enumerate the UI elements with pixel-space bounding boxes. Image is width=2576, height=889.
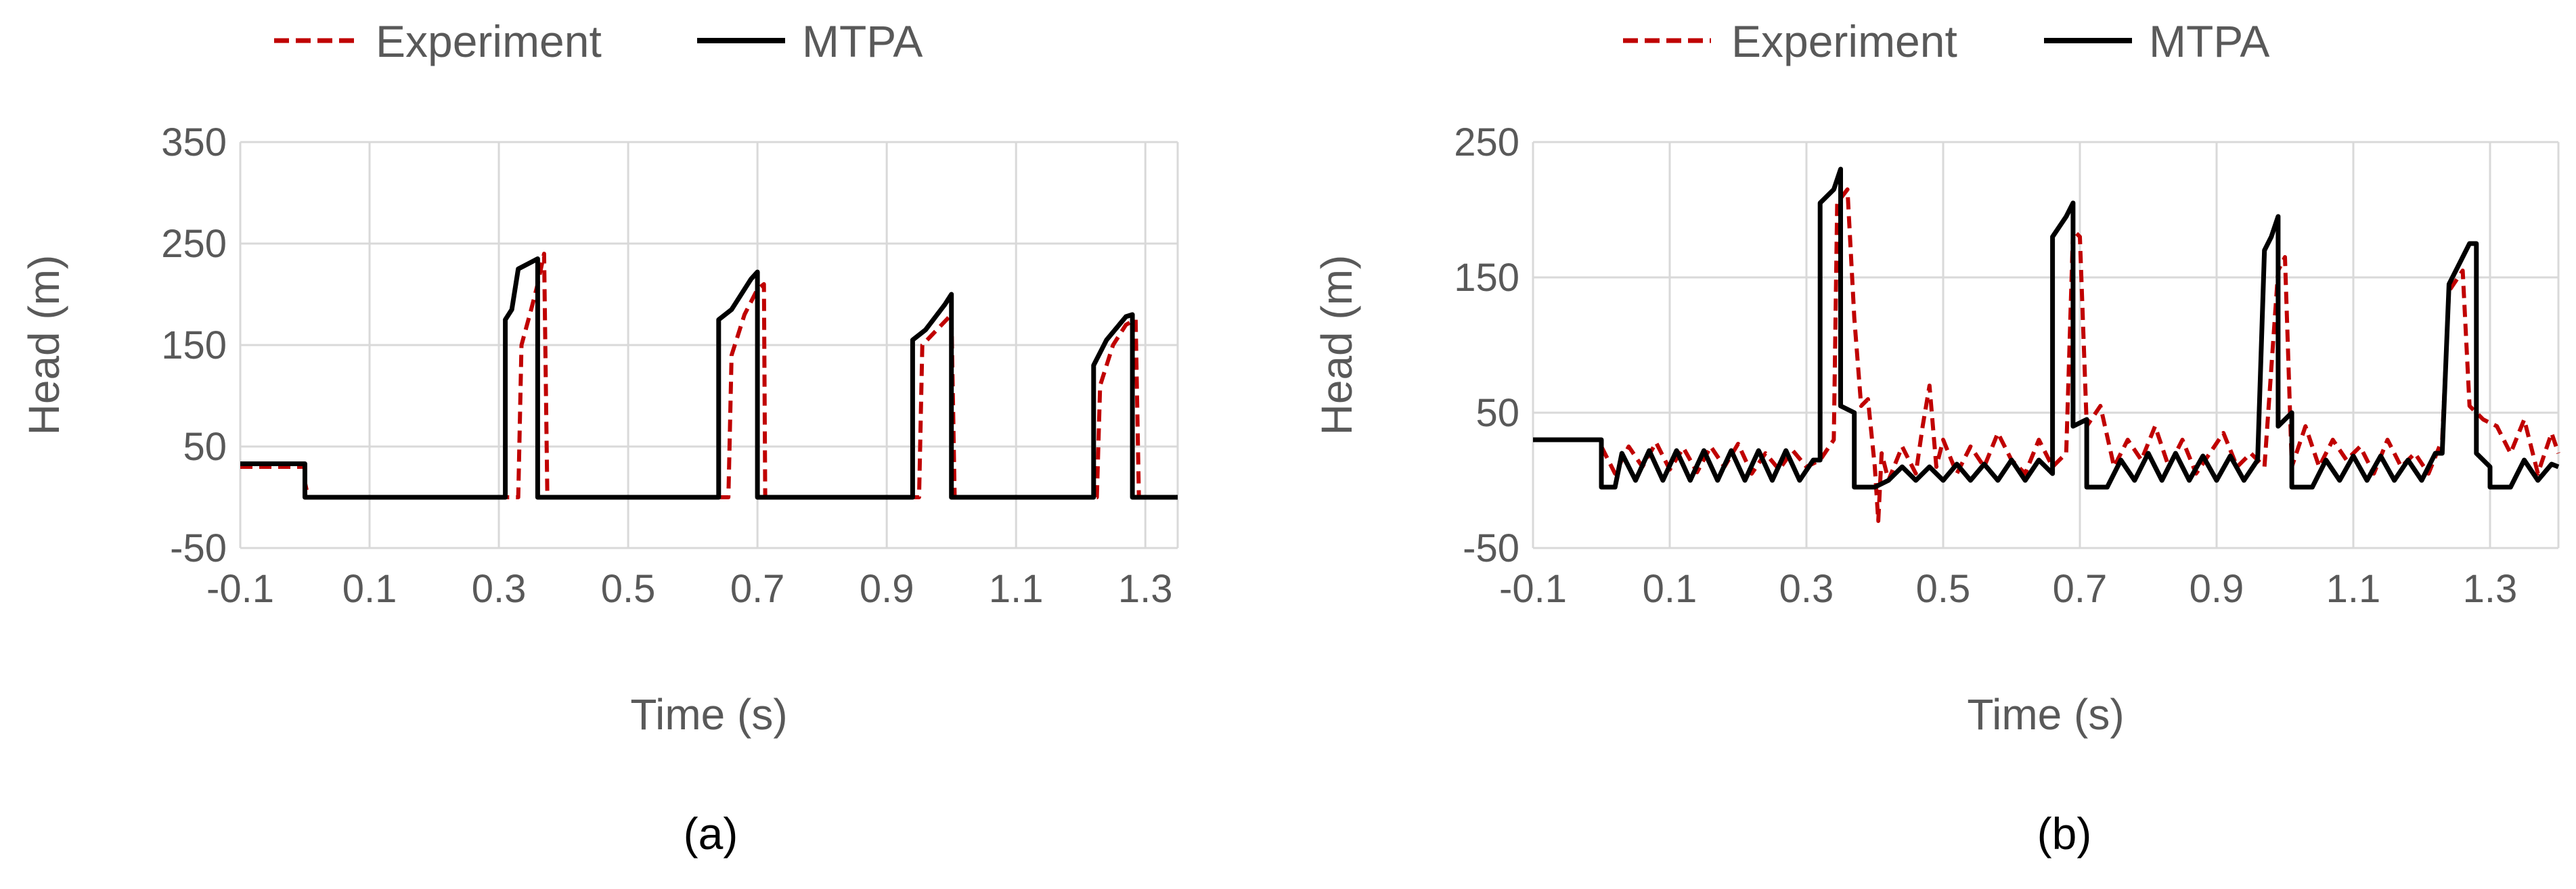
chart-b-x-tick-label-7: 1.3 bbox=[2463, 567, 2518, 611]
chart-b-x-tick-label-5: 0.9 bbox=[2190, 567, 2244, 611]
chart-a-y-axis-title: Head (m) bbox=[20, 255, 68, 436]
chart-a-y-tick-label-3: 250 bbox=[161, 222, 227, 266]
chart-a-y-tick-label-4: 350 bbox=[161, 120, 227, 164]
chart-a-series-mtpa-line bbox=[240, 256, 1178, 500]
chart-a-y-tick-label-0: -50 bbox=[170, 526, 227, 570]
chart-b-x-tick-label-4: 0.7 bbox=[2053, 567, 2108, 611]
chart-b-legend: Experiment MTPA bbox=[1623, 16, 2269, 66]
chart-a-panel-label: (a) bbox=[684, 808, 738, 859]
chart-a-x-tick-label-0: -0.1 bbox=[206, 567, 274, 611]
chart-a-x-tick-label-3: 0.5 bbox=[601, 567, 656, 611]
chart-panel-a: -50 50 150 250 350 -0.1 0.1 0.3 0.5 0.7 0.9 1.1 1.3 T… bbox=[20, 16, 1179, 859]
chart-a-x-tick-label-6: 1.1 bbox=[989, 567, 1044, 611]
chart-b-y-tick-label-1: 50 bbox=[1475, 391, 1519, 435]
chart-a-legend-experiment-label: Experiment bbox=[376, 16, 602, 66]
chart-b-legend-mtpa-label: MTPA bbox=[2149, 16, 2269, 66]
chart-b-x-tick-label-2: 0.3 bbox=[1779, 567, 1834, 611]
chart-a-series-experiment-line bbox=[240, 252, 1178, 499]
chart-b-y-axis-title: Head (m) bbox=[1312, 255, 1361, 436]
chart-a-x-axis-title: Time (s) bbox=[630, 690, 787, 739]
chart-a-x-tick-label-5: 0.9 bbox=[860, 567, 914, 611]
chart-a-y-tick-label-2: 150 bbox=[161, 323, 227, 367]
chart-a-x-tick-label-4: 0.7 bbox=[730, 567, 785, 611]
chart-b-y-tick-label-2: 150 bbox=[1454, 256, 1519, 300]
chart-b-x-axis-title: Time (s) bbox=[1967, 690, 2124, 739]
chart-a-x-tick-label-1: 0.1 bbox=[342, 567, 397, 611]
chart-b-y-tick-label-0: -50 bbox=[1463, 526, 1519, 570]
chart-a-x-tick-label-7: 1.3 bbox=[1118, 567, 1173, 611]
chart-b-series-mtpa-line bbox=[1533, 166, 2560, 490]
chart-a-legend: Experiment MTPA bbox=[274, 16, 923, 66]
chart-a-x-tick-label-2: 0.3 bbox=[472, 567, 527, 611]
chart-a-y-tick-label-1: 50 bbox=[183, 425, 227, 469]
chart-b-y-tick-label-3: 250 bbox=[1454, 120, 1519, 164]
chart-b-x-tick-label-0: -0.1 bbox=[1499, 567, 1567, 611]
chart-a-legend-mtpa-label: MTPA bbox=[802, 16, 923, 66]
chart-b-panel-label: (b) bbox=[2037, 808, 2092, 859]
chart-b-x-tick-label-1: 0.1 bbox=[1643, 567, 1697, 611]
chart-b-x-tick-label-3: 0.5 bbox=[1916, 567, 1971, 611]
chart-b-x-tick-label-6: 1.1 bbox=[2326, 567, 2381, 611]
chart-panel-b: -50 50 150 250 -0.1 0.1 0.3 0.5 0.7 0.9 1.1 1.3 Time… bbox=[1312, 16, 2560, 859]
chart-b-legend-experiment-label: Experiment bbox=[1731, 16, 1957, 66]
